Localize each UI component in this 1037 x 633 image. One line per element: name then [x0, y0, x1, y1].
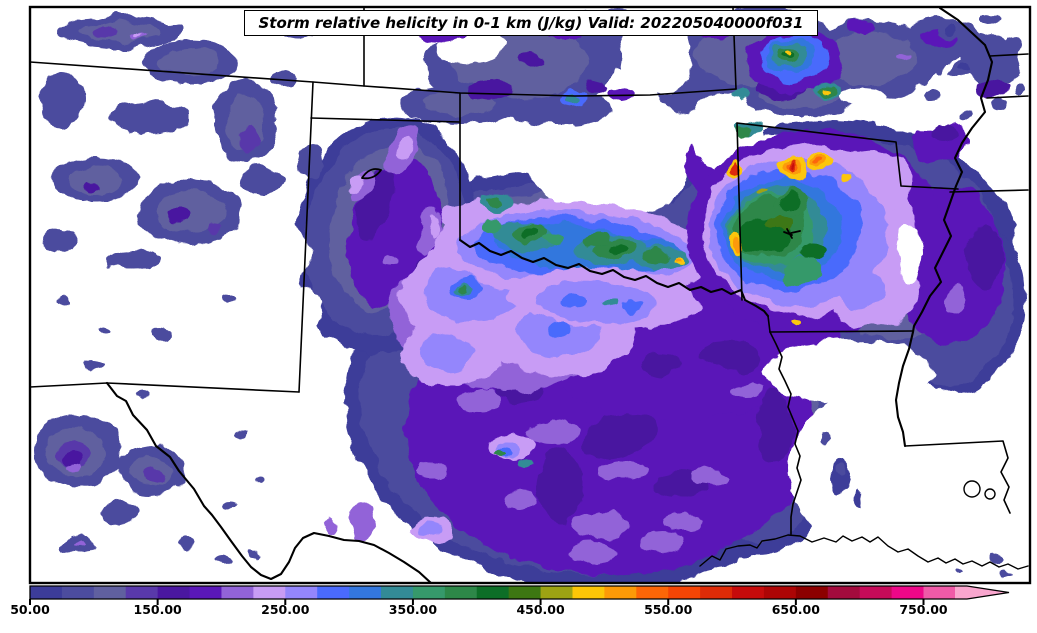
map-frame — [28, 5, 1032, 585]
contour-mississippi-edge — [897, 225, 1002, 314]
map-title: Storm relative helicity in 0-1 km (J/kg)… — [258, 14, 804, 32]
colorbar-arrow — [955, 586, 1009, 599]
contour-newmexico-scatter — [32, 414, 267, 565]
border-il-ky — [989, 53, 1029, 57]
colorbar-tick-label: 350.00 — [388, 602, 438, 617]
river-sabine — [769, 331, 802, 535]
contour-redriver-band — [510, 267, 700, 329]
map-annotation-mark — [783, 228, 801, 239]
colorbar-ticks — [29, 599, 925, 605]
border-tx-ar — [767, 315, 771, 333]
gulf-coastline — [699, 534, 1029, 570]
contour-louisiana-details — [821, 433, 1012, 578]
lake-meredith-mark — [361, 168, 382, 180]
map-interior — [30, 7, 1030, 583]
colorbar-tick-label: 250.00 — [261, 602, 310, 617]
colorbar-tick-label: 550.00 — [644, 602, 693, 617]
lake-outline — [963, 480, 981, 498]
border-ar-la — [769, 330, 914, 333]
river-red — [458, 238, 770, 318]
border-la-ms — [904, 440, 1011, 514]
border-ky-tn — [986, 95, 1029, 99]
border-mo-ar-bootheel — [736, 122, 959, 190]
contour-white-gaps — [30, 13, 1030, 583]
border-nm-east — [298, 81, 314, 393]
river-rio-grande — [105, 381, 433, 583]
contour-colorado-scatter — [40, 16, 322, 435]
colorbar — [29, 585, 1010, 605]
colorbar-tick-label: 650.00 — [771, 602, 820, 617]
map-title-box: Storm relative helicity in 0-1 km (J/kg)… — [244, 10, 818, 36]
border-tx-panhandle — [310, 92, 461, 241]
border-tn-ms — [949, 189, 1029, 193]
lake-outline — [984, 488, 996, 500]
colorbar-tick-label: 50.00 — [10, 602, 50, 617]
colorbar-outline — [29, 585, 1010, 600]
colorbar-tick-label: 450.00 — [516, 602, 565, 617]
contour-field — [30, 7, 1030, 583]
state-borders — [30, 7, 1029, 583]
colorbar-segments — [30, 586, 957, 599]
border-ok-ar — [736, 122, 743, 301]
river-mississippi — [894, 7, 994, 448]
colorbar-tick-label: 750.00 — [899, 602, 948, 617]
colorbar-tick-label: 150.00 — [133, 602, 182, 617]
contour-southtx-patches — [409, 434, 536, 543]
